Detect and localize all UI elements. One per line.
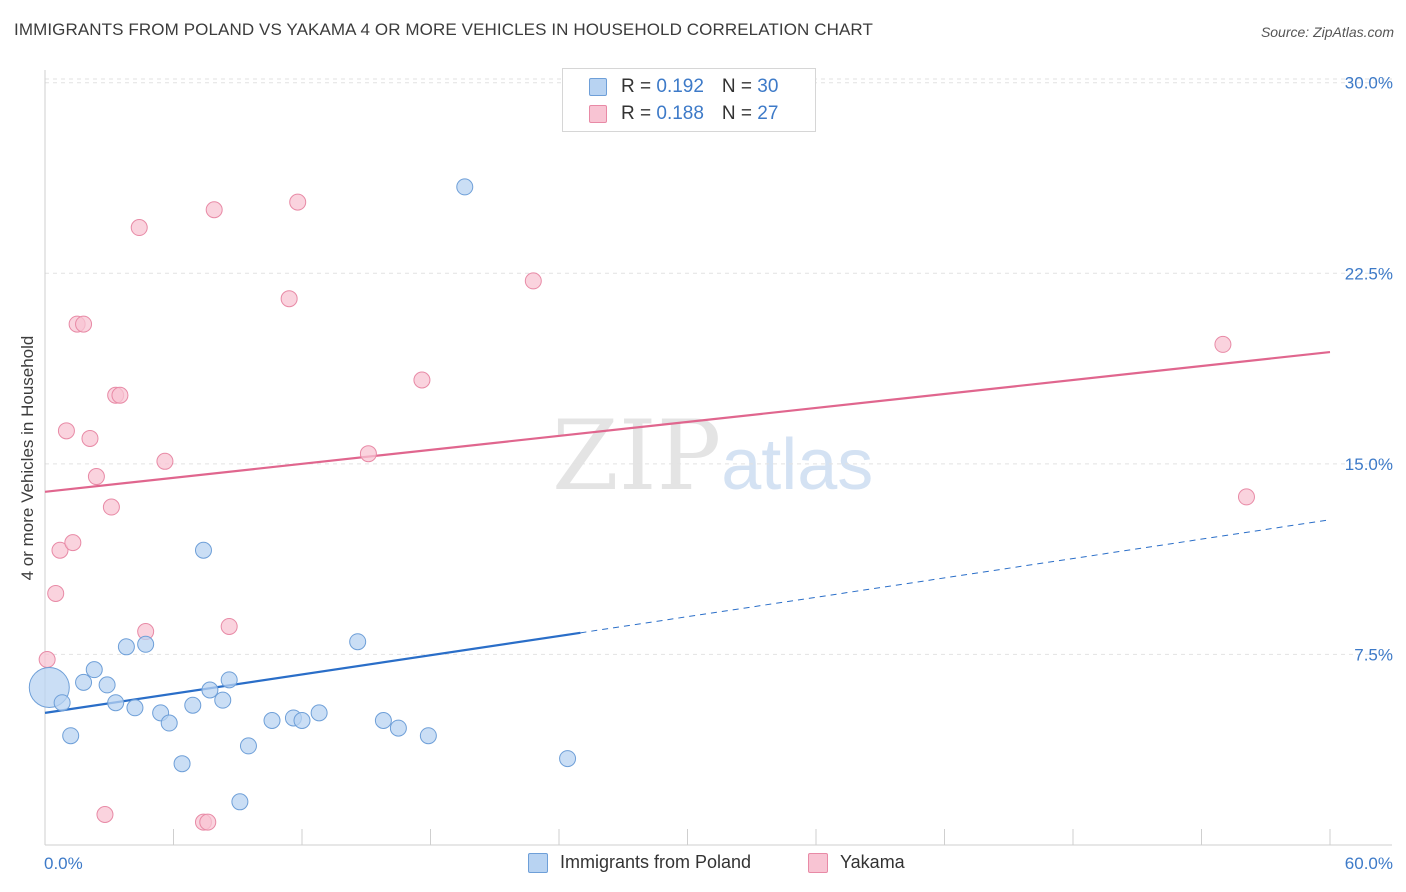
point-yakama <box>96 806 114 824</box>
y-tick-label: 30.0% <box>1345 74 1393 93</box>
point-poland <box>456 178 474 196</box>
point-yakama <box>51 541 69 559</box>
legend-row-yakama: R = 0.188 N = 27 <box>589 103 778 125</box>
point-yakama <box>359 445 377 463</box>
point-yakama <box>87 468 105 486</box>
point-poland <box>126 699 144 717</box>
legend-n-value-yakama: 27 <box>757 103 779 124</box>
point-poland <box>107 694 125 712</box>
bottom-legend-poland: Immigrants from Poland <box>528 852 751 873</box>
axes <box>44 70 1392 846</box>
point-poland <box>173 755 191 773</box>
trend-lines <box>44 350 1331 714</box>
data-points <box>28 178 1255 831</box>
legend-r-label: R = <box>621 103 657 124</box>
y-tick-label: 7.5% <box>1354 645 1393 664</box>
point-poland <box>220 671 238 689</box>
chart-title: IMMIGRANTS FROM POLAND VS YAKAMA 4 OR MO… <box>14 20 873 39</box>
legend-r-value-yakama: 0.188 <box>656 103 704 124</box>
trend-line-poland-extension <box>580 519 1331 634</box>
legend-r-value-poland: 0.192 <box>656 76 704 97</box>
point-yakama <box>524 272 542 290</box>
legend-n-value-poland: 30 <box>757 76 779 97</box>
point-poland <box>293 711 311 729</box>
point-yakama <box>156 452 174 470</box>
point-poland <box>160 714 178 732</box>
legend-n-label: N = <box>721 76 758 97</box>
bottom-legend-yakama: Yakama <box>808 852 905 873</box>
legend-row-poland: R = 0.192 N = 30 <box>589 76 778 98</box>
bottom-legend-label-yakama: Yakama <box>840 852 905 872</box>
point-yakama <box>413 371 431 389</box>
point-poland <box>117 638 135 656</box>
point-poland <box>214 691 232 709</box>
point-yakama <box>289 193 307 211</box>
tick-labels: 7.5% 15.0% 22.5% 30.0% 0.0% 60.0% <box>44 74 1393 873</box>
point-yakama <box>205 201 223 219</box>
point-poland <box>75 673 93 691</box>
point-yakama <box>81 429 99 447</box>
point-yakama <box>111 386 129 404</box>
legend-swatch-yakama <box>589 105 607 123</box>
point-poland <box>374 711 392 729</box>
point-yakama <box>220 617 238 635</box>
point-yakama <box>1214 335 1232 353</box>
watermark: ZIPatlas <box>552 400 873 512</box>
point-poland <box>389 719 407 737</box>
point-yakama <box>47 584 65 602</box>
source-credit: Source: ZipAtlas.com <box>1260 24 1394 40</box>
point-poland <box>98 676 116 694</box>
x-tick-label-min: 0.0% <box>44 854 83 873</box>
point-poland <box>201 681 219 699</box>
point-poland <box>137 635 155 653</box>
point-yakama <box>102 498 120 516</box>
point-poland <box>559 750 577 768</box>
point-yakama <box>75 315 93 333</box>
watermark-zip: ZIP <box>552 400 722 512</box>
x-tick-label-max: 60.0% <box>1345 854 1393 873</box>
point-yakama <box>38 651 56 669</box>
watermark-atlas: atlas <box>721 425 874 505</box>
point-poland <box>231 793 249 811</box>
y-tick-label: 22.5% <box>1345 264 1393 283</box>
trend-line-yakama <box>44 350 1331 493</box>
point-yakama <box>1237 488 1255 506</box>
point-poland <box>184 696 202 714</box>
point-poland <box>310 704 328 722</box>
point-poland <box>194 541 212 559</box>
correlation-legend: R = 0.192 N = 30 R = 0.188 N = 27 <box>562 68 816 132</box>
legend-n-label: N = <box>721 103 758 124</box>
point-yakama <box>280 290 298 308</box>
point-yakama <box>199 813 217 831</box>
bottom-legend-swatch-yakama <box>808 852 828 873</box>
bottom-legend-label-poland: Immigrants from Poland <box>560 852 752 872</box>
point-poland <box>53 694 71 712</box>
point-poland <box>239 737 257 755</box>
point-yakama <box>130 219 148 237</box>
point-poland <box>419 727 437 745</box>
y-tick-label: 15.0% <box>1345 455 1393 474</box>
point-poland <box>349 633 367 651</box>
legend-r-label: R = <box>621 76 657 97</box>
point-poland <box>62 727 80 745</box>
point-poland <box>85 661 103 679</box>
point-yakama <box>57 422 75 440</box>
point-yakama <box>64 534 82 552</box>
bottom-legend-swatch-poland <box>528 852 548 873</box>
point-poland <box>263 711 281 729</box>
legend-swatch-poland <box>589 78 607 96</box>
